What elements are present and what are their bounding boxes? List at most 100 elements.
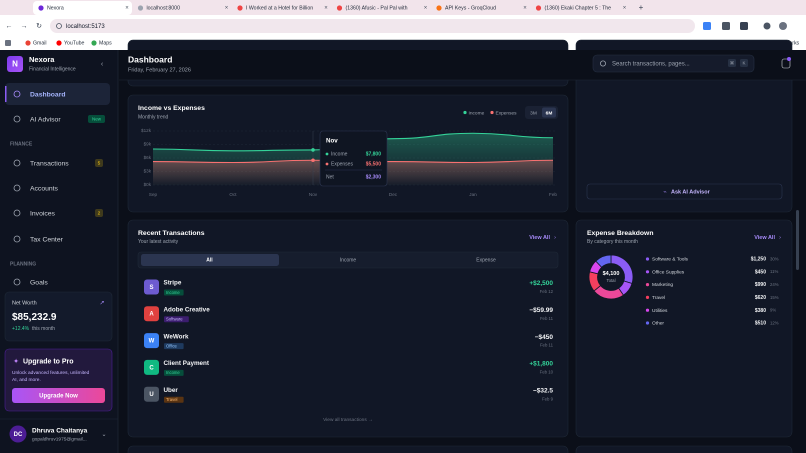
transaction-amount: −$450 [535, 334, 554, 341]
tag [164, 369, 184, 376]
ai-button[interactable] [586, 183, 783, 200]
bookmark[interactable]: YouTube [64, 40, 84, 46]
nav-button[interactable]: ↻ [36, 23, 42, 30]
nav-item[interactable]: Accounts [30, 185, 59, 192]
search-placeholder[interactable]: Search transactions, pages... [612, 62, 690, 68]
legend-dot [490, 110, 494, 115]
tab-close: × [523, 6, 527, 12]
bookmark[interactable]: Maps [99, 40, 112, 46]
upgrade-title: Upgrade to Pro [23, 358, 74, 365]
nav-icon [13, 115, 21, 123]
transaction-name: Adobe Creative [164, 306, 211, 313]
new-tab[interactable]: + [639, 3, 644, 12]
badge [88, 115, 105, 123]
apps-icon [5, 40, 11, 46]
transaction-avatar [144, 386, 159, 402]
key-label: ⌘ [730, 61, 735, 66]
tab-title[interactable]: Nexora [47, 5, 64, 11]
tab-title[interactable]: API Keys - GroqCloud [445, 5, 496, 11]
x-tick-label: Feb [549, 192, 557, 197]
net-worth-label: Net Worth [12, 300, 37, 306]
category-percent: 9% [770, 308, 776, 313]
active-tab[interactable] [33, 1, 132, 15]
y-tick-label: $0k [144, 182, 152, 187]
active-indicator [5, 86, 7, 102]
notification-icon[interactable] [781, 58, 791, 69]
address-bar[interactable] [50, 19, 695, 33]
tab-title[interactable]: localhost:8000 [147, 5, 181, 11]
avatar-initial: C [149, 365, 154, 371]
legend-dot [645, 283, 650, 287]
nav-item[interactable]: Goals [30, 279, 48, 286]
upgrade-button-text[interactable]: Upgrade Now [39, 394, 78, 400]
range-button[interactable]: 3M [530, 110, 537, 116]
nav-button[interactable]: ← [6, 23, 13, 30]
search-box[interactable] [592, 54, 755, 73]
view-all[interactable]: View All [529, 235, 550, 241]
upgrade-button[interactable] [12, 388, 105, 403]
tab-icon [436, 5, 442, 11]
filter-tab[interactable]: All [206, 258, 213, 264]
category-name: Marketing [652, 282, 673, 288]
category-amount: $510 [755, 321, 766, 327]
bookmark-icon [56, 40, 62, 46]
expense-card [575, 219, 793, 438]
transaction-avatar [144, 306, 159, 322]
x-tick-label: Jan [469, 192, 477, 197]
card-title: Expense Breakdown [587, 230, 653, 237]
collapse-button[interactable]: ‹ [101, 61, 104, 68]
tag [164, 343, 184, 350]
nav-item[interactable]: Transactions [30, 160, 69, 167]
ai-button-text[interactable]: Ask AI Advisor [671, 189, 711, 195]
filter-tab[interactable]: Income [340, 258, 357, 264]
hover-point [311, 158, 315, 163]
x-tick-label: Dec [389, 192, 398, 197]
x-tick-label: Oct [229, 192, 237, 197]
nav-icon [13, 90, 21, 98]
nav-item[interactable]: Dashboard [30, 91, 66, 98]
transaction-date: Feb 9 [542, 396, 554, 401]
category-amount: $450 [755, 269, 766, 275]
tooltip-title: Nov [326, 138, 338, 145]
tab-title[interactable]: I Worked at a Hotel for Billion [246, 5, 313, 11]
view-all[interactable]: View All [754, 235, 775, 241]
scrollbar [796, 210, 799, 270]
tab-active [141, 254, 279, 266]
extension-icon [703, 22, 711, 30]
transaction-amount: +$1,800 [529, 361, 553, 368]
bookmark[interactable]: Gmail [33, 40, 47, 46]
range-active [542, 107, 556, 118]
section-heading: PLANNING [10, 261, 36, 267]
tab-title[interactable]: (1360) Afusic - Pal Pal with [346, 5, 408, 11]
category-name: Software & Tools [652, 257, 689, 263]
tab-title[interactable]: (1360) Ekaki Chapter 5 : The [545, 5, 612, 11]
card-subtitle: Your latest activity [138, 239, 179, 245]
transaction-amount: +$2,500 [529, 280, 553, 287]
user-email: gopaldhruv1975@gmail... [32, 436, 87, 442]
net-worth-period: this month [32, 326, 55, 332]
nav-button[interactable]: → [21, 23, 28, 30]
view-all-transactions[interactable]: View all transactions → [323, 417, 373, 423]
tab-strip [0, 0, 806, 15]
range-button[interactable]: 6M [546, 110, 553, 116]
badge [95, 209, 103, 217]
tag-text: Travel [166, 397, 178, 402]
card-subtitle: By category this month [587, 239, 638, 245]
nav-item[interactable]: Invoices [30, 210, 56, 217]
filter-tab[interactable]: Expense [476, 258, 496, 264]
address-text[interactable]: localhost:5173 [66, 24, 105, 30]
chart-subtitle: Monthly trend [138, 114, 169, 120]
nav-item[interactable]: AI Advisor [30, 116, 61, 123]
tag-text: Software [166, 317, 183, 322]
badge-text: 2 [98, 211, 101, 217]
tag-text: Income [166, 290, 180, 295]
tab-icon [535, 5, 542, 11]
nav-item[interactable]: Tax Center [30, 236, 64, 243]
tagline: Financial Intelligence [29, 66, 76, 72]
y-tick-label: $3k [144, 169, 152, 174]
category-name: Utilities [652, 308, 668, 314]
user-menu[interactable]: ⌄ [101, 432, 106, 438]
legend-dot [645, 257, 650, 261]
site-info [56, 23, 62, 29]
